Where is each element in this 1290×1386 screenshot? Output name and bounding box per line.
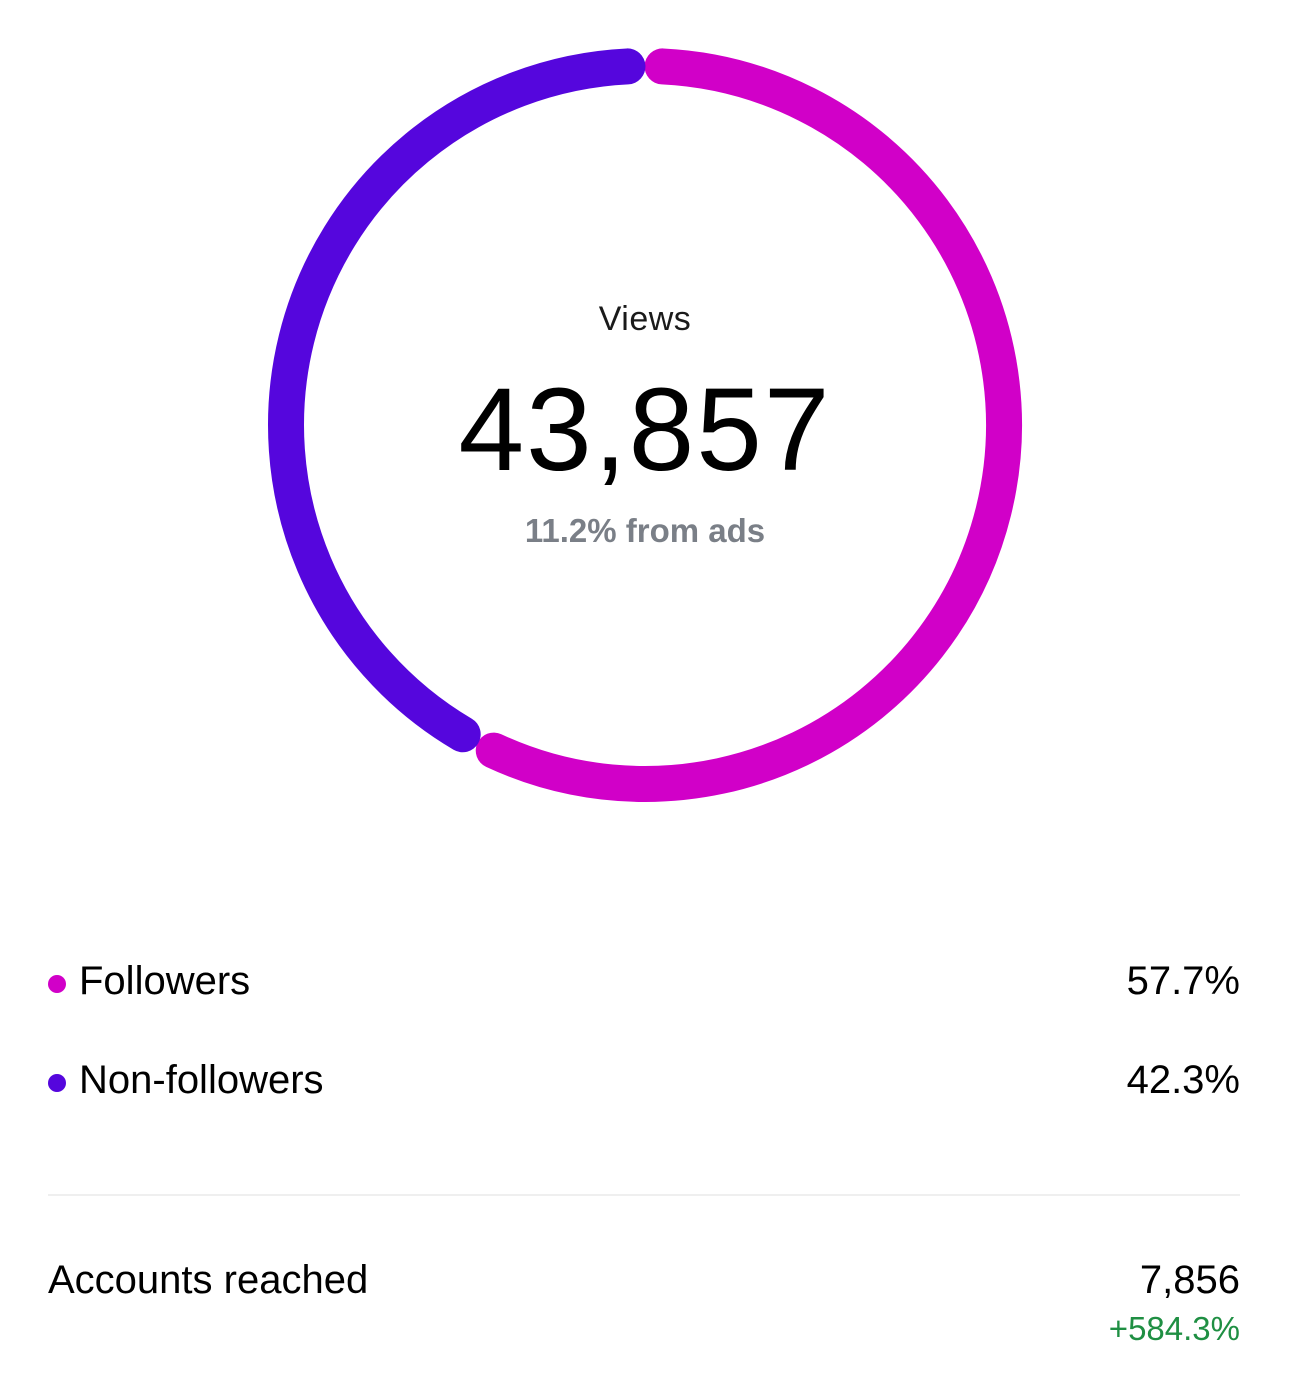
views-value: 43,857 [458,364,832,496]
followers-dot-icon [48,975,66,993]
donut-segment-non-followers [268,48,646,753]
legend-label-followers: Followers [79,959,251,1003]
accounts-reached-label: Accounts reached [48,1258,369,1302]
legend-label-non-followers: Non-followers [79,1058,324,1102]
accounts-reached-value: 7,856 [1139,1258,1240,1302]
legend-value-non-followers: 42.3% [1126,1058,1240,1102]
legend-value-followers: 57.7% [1126,959,1240,1003]
legend-row-followers: Followers 57.7% [48,955,1240,1015]
views-label: Views [598,300,692,338]
views-donut-chart: Views 43,857 11.2% from ads [268,48,1022,802]
donut-segment-followers [475,48,1022,802]
views-ads-share: 11.2% from ads [524,512,766,549]
views-donut-svg [268,48,1022,802]
section-divider [48,1194,1240,1196]
accounts-reached-change: +584.3% [1108,1310,1240,1347]
legend-row-non-followers: Non-followers 42.3% [48,1054,1240,1114]
non-followers-dot-icon [48,1074,66,1092]
